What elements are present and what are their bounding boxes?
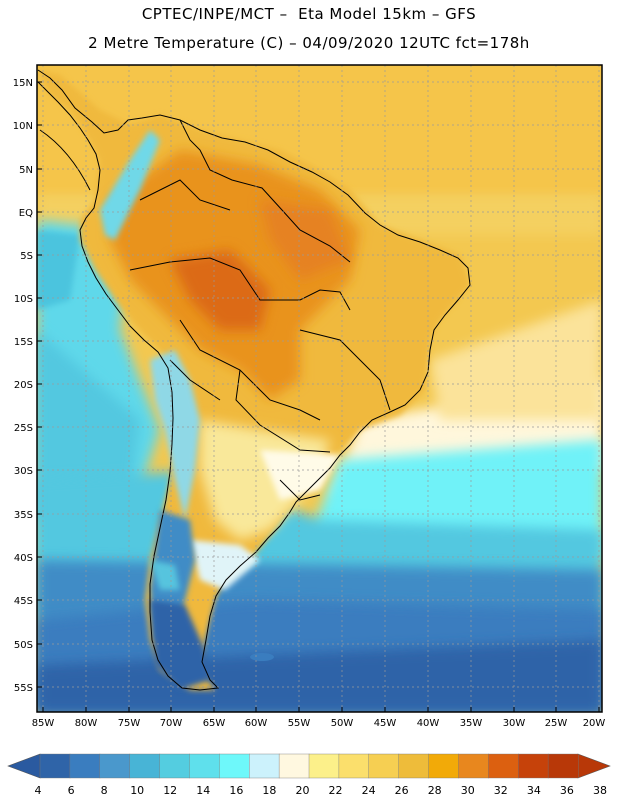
colorbar-swatch	[129, 753, 161, 779]
lat-label: EQ	[19, 208, 33, 219]
lon-label: 85W	[32, 718, 55, 729]
colorbar-tick-label: 10	[130, 784, 144, 797]
lat-label: 30S	[14, 466, 33, 477]
colorbar-swatch	[308, 753, 340, 779]
colorbar-tick-label: 36	[560, 784, 574, 797]
axis-ticks	[37, 81, 600, 712]
lon-label: 70W	[160, 718, 183, 729]
lat-label: 10S	[14, 294, 33, 305]
coastline	[37, 69, 471, 691]
lon-label: 75W	[118, 718, 141, 729]
colorbar-swatch	[428, 753, 459, 779]
lat-label: 55S	[14, 683, 33, 694]
lat-label: 25S	[14, 423, 33, 434]
lat-label: 35S	[14, 510, 33, 521]
temperature-field	[37, 65, 602, 712]
colorbar: 4 6 8 10 12 14 16 18 20 22 24 26 28 30 32 34 36 38	[7, 753, 611, 797]
lat-label: 15N	[13, 78, 33, 89]
colorbar-tick-label: 22	[329, 784, 343, 797]
lon-label: 30W	[503, 718, 526, 729]
colorbar-tick-label: 32	[494, 784, 508, 797]
graticule	[37, 65, 602, 712]
colorbar-swatch	[458, 753, 489, 779]
lon-label: 35W	[460, 718, 483, 729]
lat-label: 15S	[14, 337, 33, 348]
lat-label: 5N	[19, 165, 33, 176]
lat-label: 40S	[14, 553, 33, 564]
colorbar-swatch	[219, 753, 250, 779]
colorbar-tick-label: 30	[461, 784, 475, 797]
lat-label: 10N	[13, 121, 33, 132]
colorbar-tick-label: 6	[68, 784, 75, 797]
lon-label: 55W	[288, 718, 311, 729]
colorbar-swatch	[278, 753, 310, 779]
colorbar-tick-label: 26	[395, 784, 409, 797]
lat-label: 5S	[20, 251, 33, 262]
lon-labels: 85W 80W 75W 70W 65W 60W 55W 50W 45W 40W …	[32, 718, 606, 729]
chart-title-line2: 2 Metre Temperature (C) – 04/09/2020 12U…	[88, 34, 530, 52]
lat-label: 45S	[14, 596, 33, 607]
lon-label: 60W	[245, 718, 268, 729]
colorbar-swatch	[99, 753, 131, 779]
colorbar-swatch	[547, 753, 579, 779]
colorbar-swatch	[338, 753, 370, 779]
lat-label: 50S	[14, 640, 33, 651]
colorbar-tick-label: 20	[296, 784, 310, 797]
lon-label: 25W	[545, 718, 568, 729]
colorbar-tick-label: 12	[163, 784, 177, 797]
lon-label: 20W	[583, 718, 606, 729]
colorbar-swatch	[189, 753, 220, 779]
colorbar-tick-label: 38	[593, 784, 607, 797]
lon-label: 40W	[417, 718, 440, 729]
plot-frame	[36, 64, 603, 713]
colorbar-swatch	[368, 753, 400, 779]
colorbar-tick-label: 16	[229, 784, 243, 797]
colorbar-tick-label: 28	[428, 784, 442, 797]
colorbar-swatch	[398, 753, 430, 779]
lon-label: 45W	[374, 718, 397, 729]
lat-label: 20S	[14, 380, 33, 391]
colorbar-tick-label: 8	[101, 784, 108, 797]
colorbar-tick-label: 14	[196, 784, 210, 797]
colorbar-swatch	[249, 753, 280, 779]
chart-title-line1: CPTEC/INPE/MCT – Eta Model 15km – GFS	[141, 5, 477, 23]
colorbar-tick-label: 34	[527, 784, 541, 797]
colorbar-swatch	[39, 753, 71, 779]
colorbar-swatch	[159, 753, 190, 779]
lat-labels: 15N 10N 5N EQ 5S 10S 15S 20S 25S 30S 35S…	[13, 78, 33, 694]
colorbar-tick-label: 24	[362, 784, 376, 797]
lon-label: 65W	[203, 718, 226, 729]
colorbar-swatch	[488, 753, 519, 779]
lon-label: 80W	[75, 718, 98, 729]
colorbar-tick-label: 18	[262, 784, 276, 797]
colorbar-swatch	[518, 753, 549, 779]
colorbar-high-arrow	[577, 753, 611, 779]
colorbar-swatch	[69, 753, 101, 779]
colorbar-tick-label: 4	[35, 784, 42, 797]
colorbar-low-arrow	[7, 753, 41, 779]
lon-label: 50W	[331, 718, 354, 729]
